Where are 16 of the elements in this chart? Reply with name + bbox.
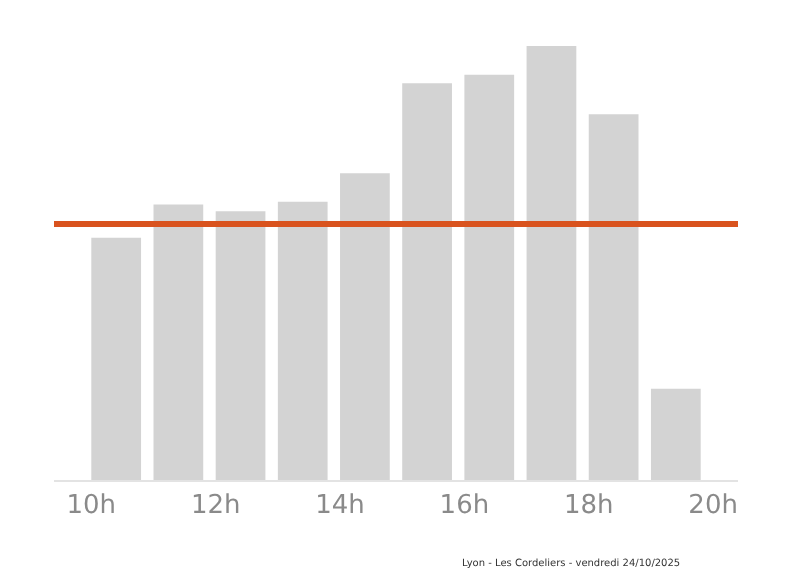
bar [340,173,390,480]
x-tick-label: 10h [66,491,117,522]
bar [588,114,639,480]
x-tick-label: 12h [190,491,241,522]
bar [91,237,142,480]
bar [402,83,452,480]
bar [215,211,266,480]
bar [464,74,515,480]
bar [153,204,204,480]
bar [650,388,701,480]
x-tick-label: 20h [688,491,738,522]
x-tick-label: 16h [439,491,490,522]
x-tick-label: 14h [315,491,365,522]
x-tick-label: 18h [563,491,614,522]
bar [277,201,328,480]
bar [526,46,577,480]
